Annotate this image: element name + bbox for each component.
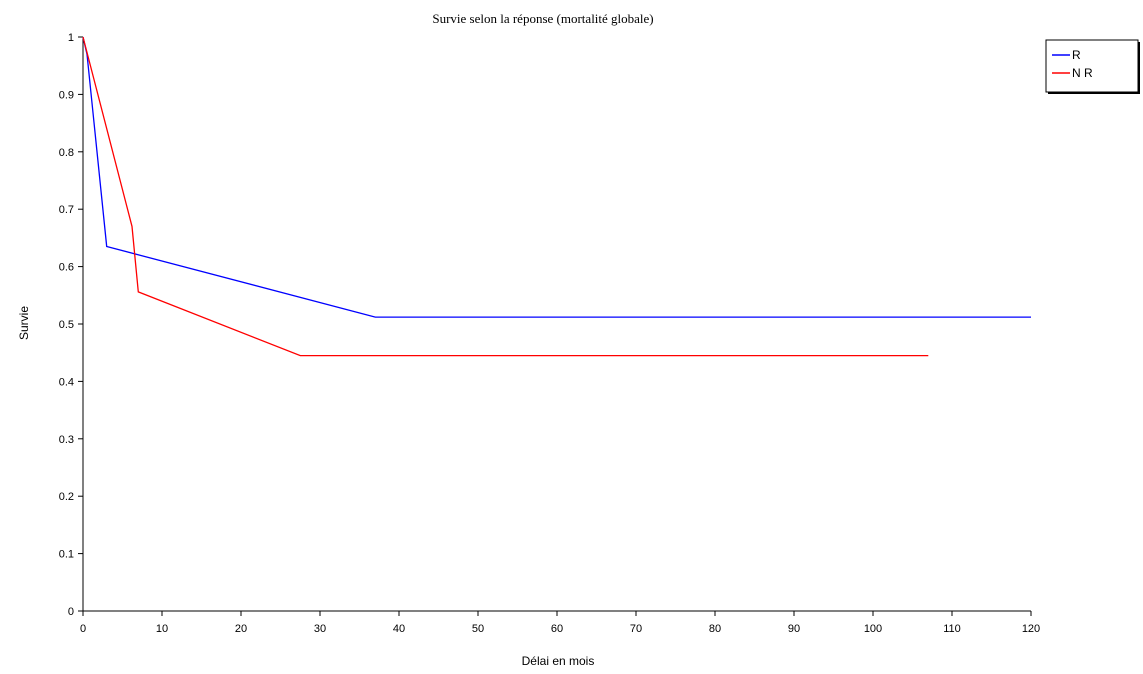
y-tick-label: 0.4 <box>59 376 74 388</box>
x-tick-label: 90 <box>788 623 800 635</box>
x-axis-label: Délai en mois <box>522 654 595 668</box>
plot-area: 00.10.20.30.40.50.60.70.80.910 10 20 30 40 50… <box>59 32 1040 635</box>
legend-box <box>1045 39 1139 93</box>
chart-title: Survie selon la réponse (mortalité globa… <box>432 11 653 26</box>
x-tick-label: 120 <box>1022 623 1040 635</box>
y-tick-label: 0.2 <box>59 491 74 503</box>
legend-label: R <box>1072 48 1081 62</box>
y-tick-label: 0.8 <box>59 147 74 159</box>
series-line-nr <box>82 36 929 357</box>
x-tick-label: 10 <box>156 623 168 635</box>
y-tick-label: 1 <box>68 32 74 44</box>
x-tick-label: 30 <box>314 623 326 635</box>
x-tick-label: 20 <box>235 623 247 635</box>
y-tick-label: 0 <box>68 606 74 618</box>
x-tick-label: 80 <box>709 623 721 635</box>
y-tick-label: 0.3 <box>59 434 74 446</box>
x-tick-label: 60 <box>551 623 563 635</box>
x-tick-label: 0 <box>80 623 86 635</box>
x-tick-label: 100 <box>864 623 882 635</box>
legend-label: N R <box>1072 66 1093 80</box>
x-tick-label: 110 <box>943 623 961 635</box>
y-tick-label: 0.1 <box>59 549 74 561</box>
series-line-r <box>82 36 1031 318</box>
x-tick-label: 70 <box>630 623 642 635</box>
y-tick-label: 0.9 <box>59 89 74 101</box>
y-tick-label: 0.6 <box>59 262 74 274</box>
legend: R N R <box>1045 39 1140 94</box>
x-tick-label: 40 <box>393 623 405 635</box>
y-tick-label: 0.5 <box>59 319 74 331</box>
y-tick-label: 0.7 <box>59 204 74 216</box>
y-axis-label: Survie <box>17 306 31 340</box>
x-tick-label: 50 <box>472 623 484 635</box>
